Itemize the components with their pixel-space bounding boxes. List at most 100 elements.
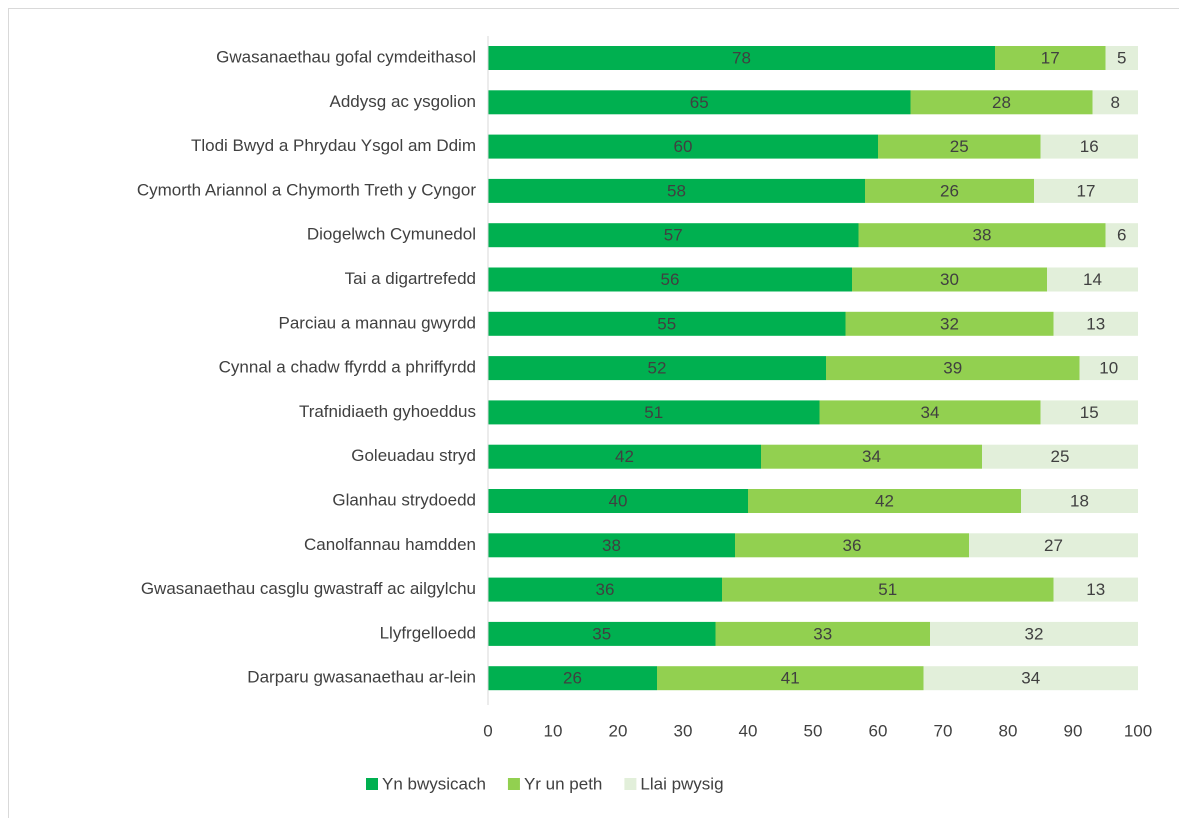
y-tick-label: Goleuadau stryd [351,446,476,465]
data-label: 14 [1083,270,1102,289]
data-label: 33 [813,624,832,643]
bar-segment [488,90,911,115]
bar-segment [852,267,1047,292]
data-label: 26 [563,669,582,688]
y-tick-label: Cymorth Ariannol a Chymorth Treth y Cyng… [137,180,477,199]
data-label: 18 [1070,491,1089,510]
data-label: 38 [602,536,621,555]
data-label: 17 [1041,48,1060,67]
y-tick-label: Tai a digartrefedd [345,269,476,288]
data-label: 36 [843,536,862,555]
bar-segment [1105,223,1138,248]
legend-swatch [624,778,637,790]
y-tick-label: Cynnal a chadw ffyrdd a phriffyrdd [219,358,476,377]
x-tick-label: 90 [1064,721,1083,740]
x-tick-label: 20 [609,721,628,740]
y-tick-label: Parciau a mannau gwyrdd [278,313,476,332]
data-label: 78 [732,48,751,67]
data-label: 13 [1086,580,1105,599]
bar-segment [1053,577,1138,602]
bar-segment [845,311,1054,336]
bar-segment [735,533,969,558]
data-label: 27 [1044,536,1063,555]
y-tick-label: Glanhau strydoedd [332,490,476,509]
y-tick-label: Gwasanaethau gofal cymdeithasol [216,47,476,66]
data-label: 30 [940,270,959,289]
data-label: 15 [1080,403,1099,422]
data-label: 25 [1051,447,1070,466]
data-label: 65 [690,93,709,112]
data-label: 40 [609,491,628,510]
bar-segment [1040,134,1138,159]
legend-swatch [366,778,378,790]
y-tick-label: Addysg ac ysgolion [330,92,476,111]
bar-segment [858,223,1106,248]
bar-segment [748,489,1021,513]
bar-segment [1021,489,1138,513]
bar-segment [488,666,657,691]
data-label: 55 [657,314,676,333]
data-label: 38 [973,226,992,245]
data-label: 5 [1117,48,1126,67]
bar-segment [715,621,930,646]
bar-segment [488,178,865,203]
bar-segment [488,267,852,292]
bar-segment [878,134,1041,159]
legend-label: Yn bwysicach [382,774,486,793]
bar-segment [488,134,878,159]
bar-segment [488,46,995,70]
legend-label: Llai pwysig [640,774,723,793]
y-tick-label: Gwasanaethau casglu gwastraff ac ailgylc… [141,579,476,598]
bar-segment [657,666,924,691]
x-tick-label: 100 [1124,721,1152,740]
bar-segment [995,46,1106,70]
data-label: 57 [664,226,683,245]
bar-segment [488,533,735,558]
data-label: 34 [862,447,881,466]
y-tick-label: Tlodi Bwyd a Phrydau Ysgol am Ddim [191,136,476,155]
data-label: 42 [615,447,634,466]
data-label: 36 [596,580,615,599]
bar-segment [923,666,1138,691]
data-label: 28 [992,93,1011,112]
data-label: 51 [878,580,897,599]
bar-segment [982,444,1138,469]
legend-label: Yr un peth [524,774,602,793]
bar-segment [488,223,859,248]
y-tick-label: Diogelwch Cymunedol [307,225,476,244]
data-label: 8 [1111,93,1120,112]
plot-area [488,46,1138,691]
bar-segment [488,356,826,381]
data-label: 34 [921,403,940,422]
data-label: 60 [674,137,693,156]
x-tick-label: 0 [483,721,492,740]
data-label: 13 [1086,314,1105,333]
data-label: 6 [1117,226,1126,245]
chart-border [8,8,1179,818]
bar-segment [865,178,1034,203]
bar-segment [819,400,1041,425]
x-tick-label: 40 [739,721,758,740]
bar-segment [930,621,1138,646]
data-label: 34 [1021,669,1040,688]
bar-segment [488,311,846,336]
bar-segment [1040,400,1138,425]
bar-segment [1092,90,1138,115]
bar-segment [826,356,1080,381]
x-tick-label: 10 [544,721,563,740]
x-tick-label: 30 [674,721,693,740]
x-tick-label: 50 [804,721,823,740]
x-tick-label: 70 [934,721,953,740]
bar-segment [1105,46,1138,70]
data-label: 52 [648,359,667,378]
bar-segment [488,489,748,513]
bar-segment [969,533,1138,558]
y-tick-label: Darparu gwasanaethau ar-lein [247,668,476,687]
data-label: 32 [1025,624,1044,643]
bar-segment [722,577,1054,602]
data-label: 42 [875,491,894,510]
bar-segment [1034,178,1138,203]
data-label: 17 [1077,181,1096,200]
data-label: 41 [781,669,800,688]
